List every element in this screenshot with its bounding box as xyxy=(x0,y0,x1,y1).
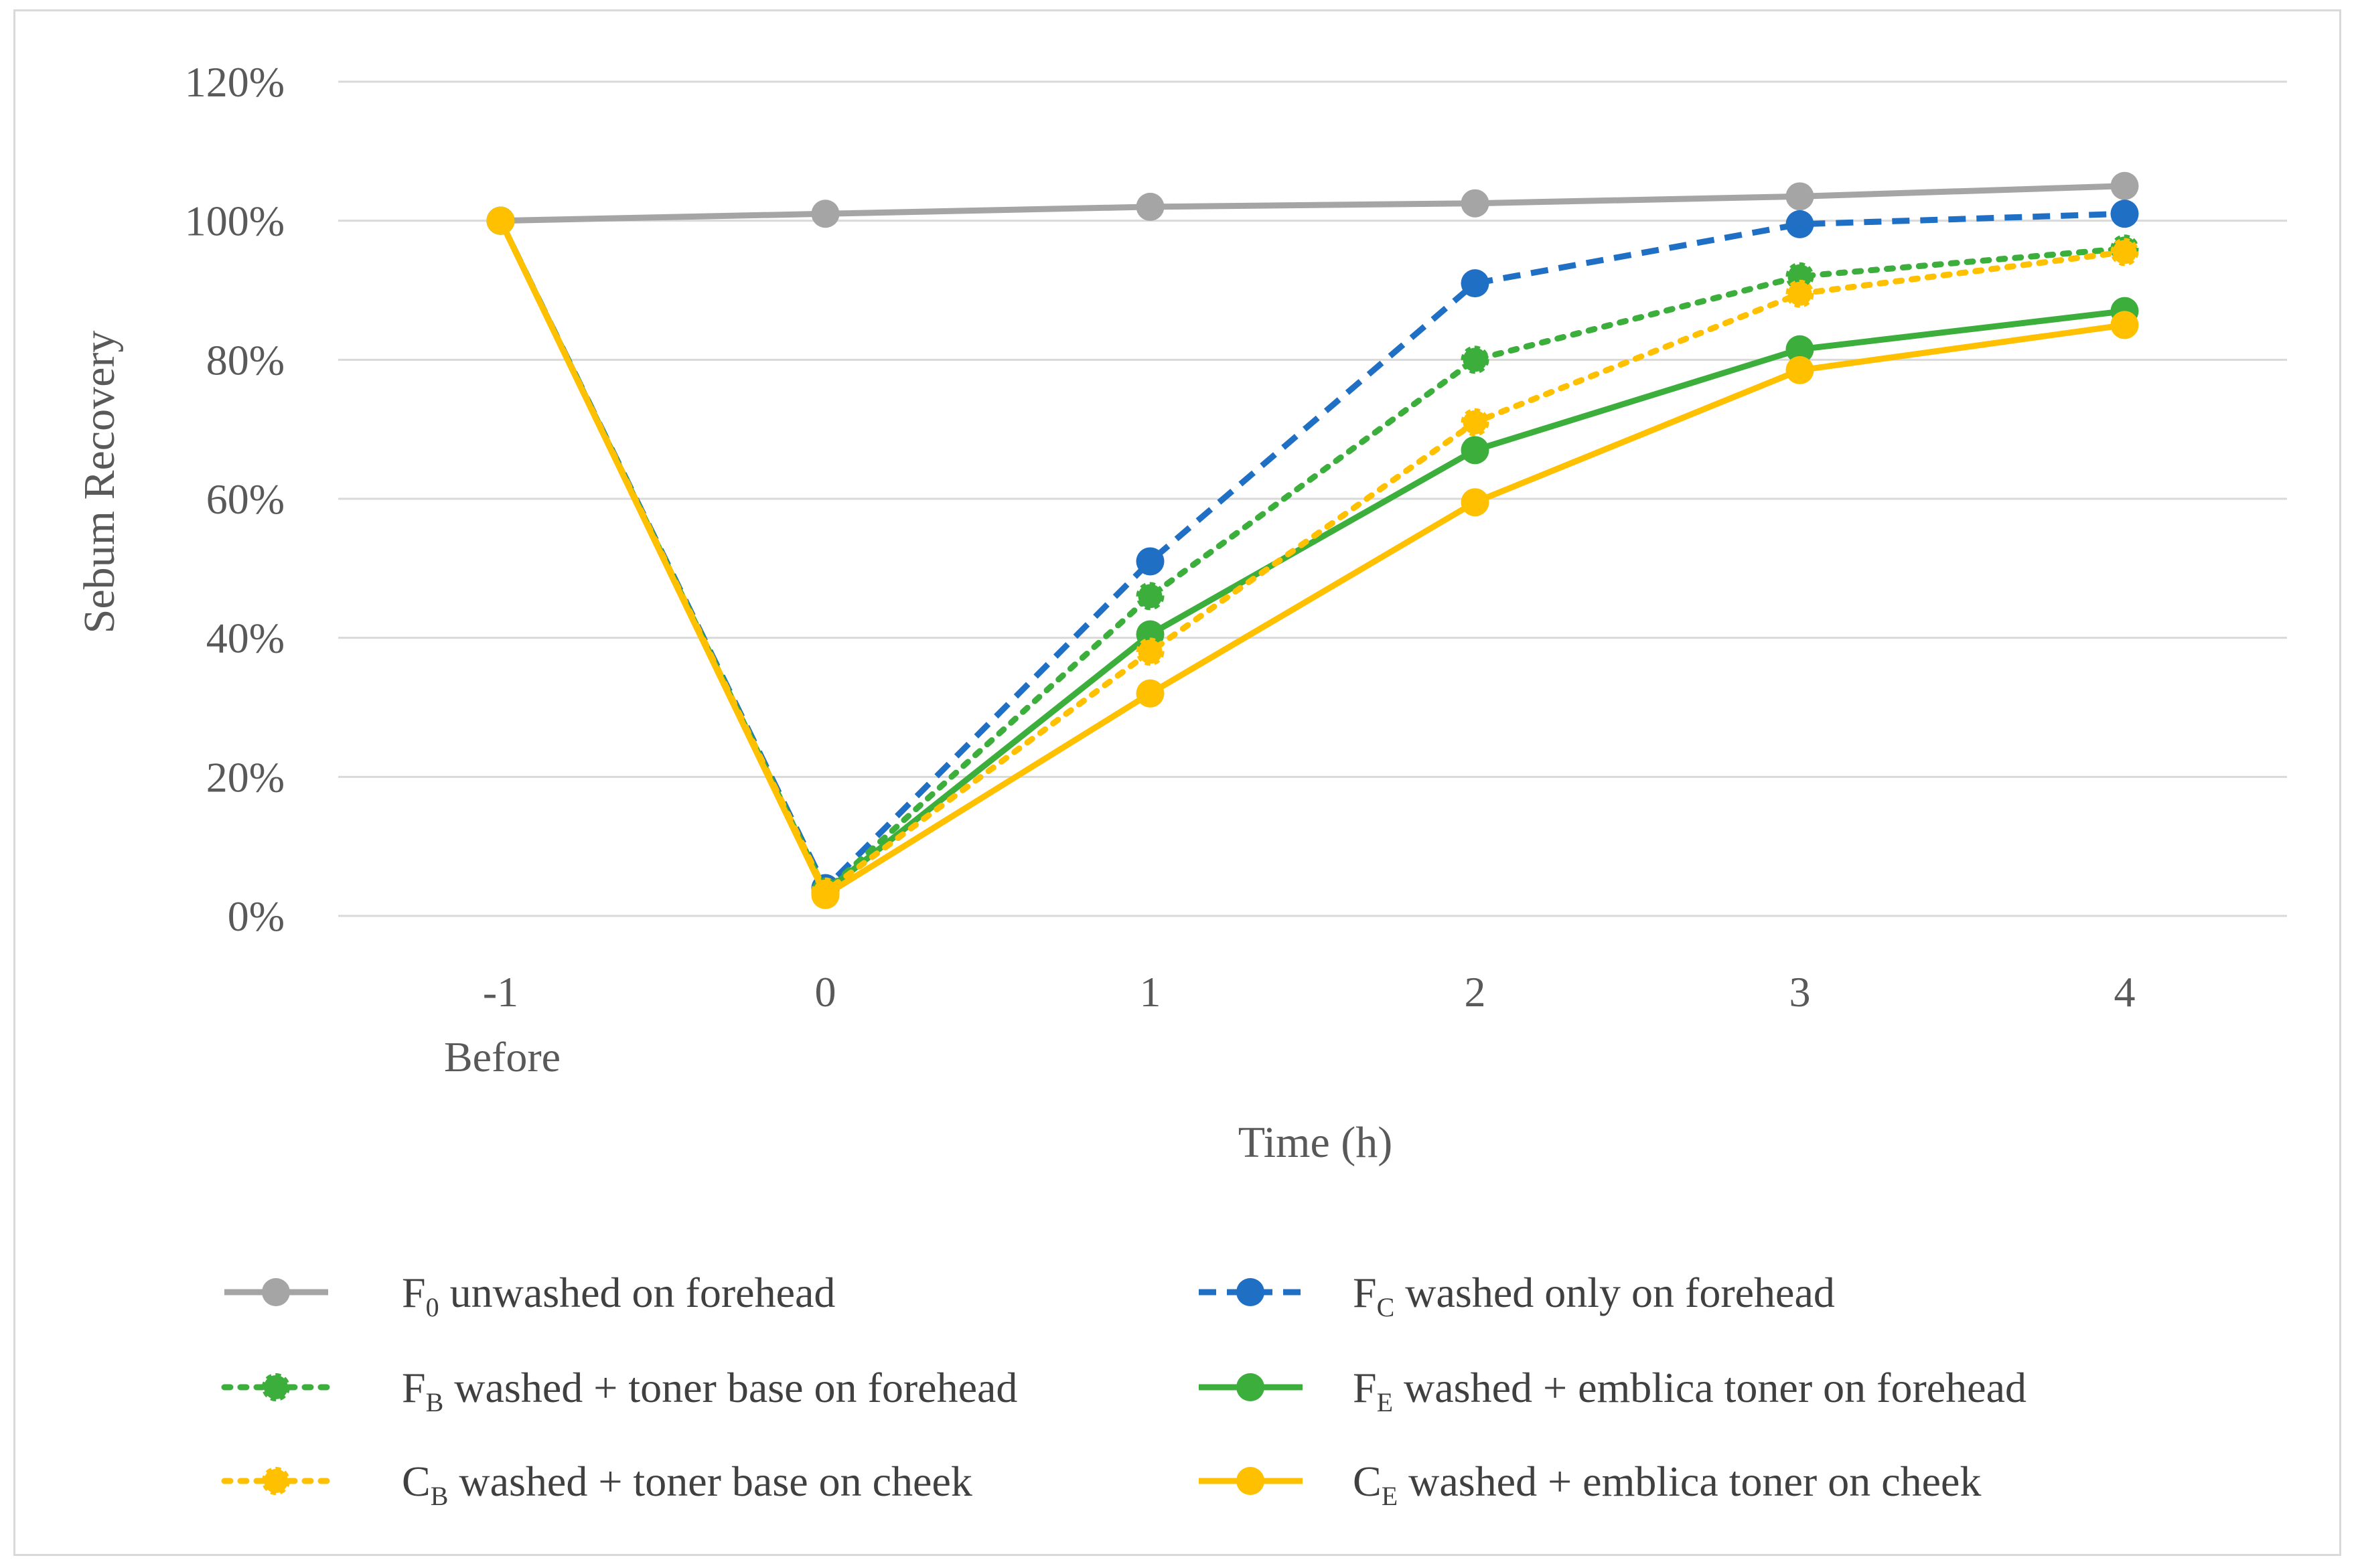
legend-label: CB washed + toner base on cheek xyxy=(402,1458,972,1511)
y-axis-title: Sebum Recovery xyxy=(75,331,124,634)
data-point-F0 xyxy=(1461,189,1489,218)
legend-item-FC: FC washed only on forehead xyxy=(1199,1269,1835,1322)
legend-swatch-marker xyxy=(1236,1467,1264,1495)
legend-label: F0 unwashed on forehead xyxy=(402,1269,835,1322)
chart-frame xyxy=(13,9,2341,1556)
y-tick-label: 0% xyxy=(228,892,285,940)
legend-label: CE washed + emblica toner on cheek xyxy=(1353,1458,1981,1511)
y-tick-label: 80% xyxy=(206,336,285,384)
legend-item-CE: CE washed + emblica toner on cheek xyxy=(1199,1458,1981,1511)
series-line-FB xyxy=(498,218,2128,895)
legend-item-CB: CB washed + toner base on cheek xyxy=(221,1458,972,1511)
legend-swatch-marker xyxy=(262,1278,290,1306)
data-point-CB xyxy=(1461,408,1489,437)
legend-item-FE: FE washed + emblica toner on forehead xyxy=(1199,1364,2026,1417)
x-axis-title: Time (h) xyxy=(1238,1118,1392,1167)
series-line-F0 xyxy=(500,183,2125,224)
data-point-CE xyxy=(2110,311,2139,339)
data-point-CB xyxy=(1136,637,1165,666)
y-tick-label: 40% xyxy=(206,615,285,662)
legend-item-FB: FB washed + toner base on forehead xyxy=(221,1364,1017,1417)
data-point-FC xyxy=(2110,200,2139,228)
data-point-CE xyxy=(486,206,515,235)
data-point-FC xyxy=(1461,269,1489,298)
data-point-CE xyxy=(811,880,840,909)
series-lines xyxy=(486,171,2139,909)
data-point-F0 xyxy=(1136,192,1165,221)
series-CB xyxy=(486,206,2139,906)
x-tick-label: 2 xyxy=(1465,968,1486,1016)
legend-label: FE washed + emblica toner on forehead xyxy=(1353,1364,2026,1417)
data-point-CE xyxy=(1461,488,1489,517)
data-point-CE xyxy=(1785,356,1814,384)
data-point-FC xyxy=(1785,210,1814,238)
series-F0 xyxy=(486,171,2139,235)
data-point-FE xyxy=(1461,436,1489,465)
series-line-CE xyxy=(498,219,2126,898)
series-CE xyxy=(486,206,2139,909)
legend-item-F0: F0 unwashed on forehead xyxy=(224,1269,835,1322)
x-tick-label: 3 xyxy=(1789,968,1811,1016)
legend-swatch-marker xyxy=(262,1467,290,1495)
series-FC xyxy=(486,200,2139,903)
data-point-CE xyxy=(1136,679,1165,708)
data-point-F0 xyxy=(811,200,840,228)
data-point-F0 xyxy=(2110,171,2139,200)
x-tick-label: 1 xyxy=(1140,968,1161,1016)
data-point-CB xyxy=(2110,238,2139,266)
series-line-CB xyxy=(498,218,2128,895)
legend-label: FB washed + toner base on forehead xyxy=(402,1364,1017,1417)
y-tick-label: 100% xyxy=(185,198,285,245)
x-tick-label: -1 xyxy=(483,968,518,1016)
data-point-FC xyxy=(1136,547,1165,576)
x-axis-ticks: -1 0 1 2 3 4 xyxy=(483,968,2136,1016)
x-tick-label: 0 xyxy=(815,968,836,1016)
series-FB xyxy=(486,206,2139,906)
data-point-F0 xyxy=(1785,182,1814,211)
legend: F0 unwashed on forehead FC washed only on… xyxy=(221,1269,2026,1511)
y-tick-label: 120% xyxy=(185,58,285,106)
series-FE xyxy=(486,206,2139,906)
y-tick-label: 60% xyxy=(206,475,285,523)
series-line-FC xyxy=(498,210,2125,891)
data-point-FB xyxy=(1136,582,1165,611)
x-tick-sublabel: Before xyxy=(444,1033,561,1081)
data-point-FB xyxy=(1461,345,1489,374)
y-tick-label: 20% xyxy=(206,753,285,801)
x-tick-label: 4 xyxy=(2114,968,2136,1016)
legend-swatch-marker xyxy=(262,1373,290,1401)
data-point-FE xyxy=(1785,335,1814,364)
legend-swatch-marker xyxy=(1236,1278,1264,1306)
legend-swatch-marker xyxy=(1236,1373,1264,1401)
y-axis-ticks: 0% 20% 40% 60% 80% 100% 120% xyxy=(185,58,285,940)
data-point-CB xyxy=(1785,279,1814,308)
legend-label: FC washed only on forehead xyxy=(1353,1269,1835,1322)
series-line-FE xyxy=(498,219,2126,895)
